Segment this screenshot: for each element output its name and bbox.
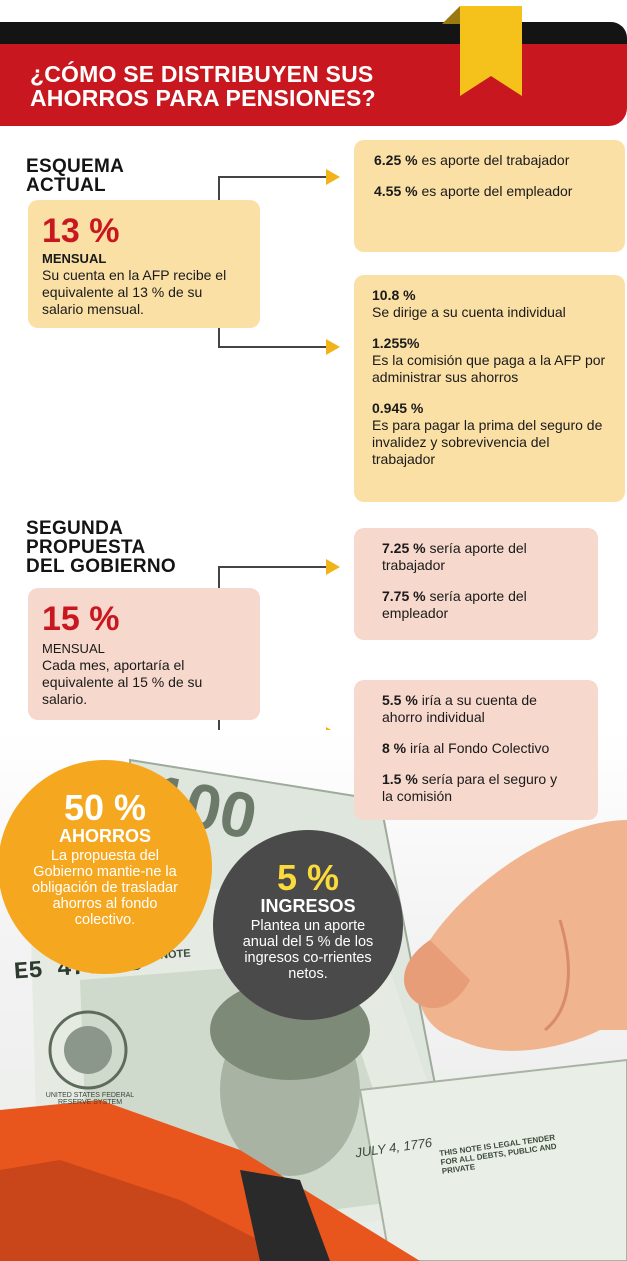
split-value: 1.5 % <box>382 771 418 787</box>
segunda-propuesta-description: Cada mes, aportaría el equivalente al 15… <box>42 657 203 707</box>
split-text: sería aporte del trabajador <box>382 540 527 573</box>
wallet-fold <box>0 1160 300 1261</box>
arrow-right-icon <box>326 169 340 185</box>
split-value: 7.25 % <box>382 540 426 556</box>
segunda-propuesta-bottom-split-box: 5.5 % iría a su cuenta de ahorro individ… <box>354 680 598 820</box>
esquema-actual-percent: 13 % <box>42 212 120 250</box>
split-text: sería para el seguro y la comisión <box>382 771 558 804</box>
split-value: 4.55 % <box>374 183 418 199</box>
ingresos-label: INGRESOS <box>260 896 356 916</box>
header-top-bar <box>0 22 627 48</box>
connector-line <box>218 346 328 348</box>
esquema-actual-label: MENSUAL <box>42 251 107 266</box>
split-text: Es la comisión que paga a la AFP por adm… <box>372 352 606 385</box>
arrow-right-icon <box>326 559 340 575</box>
title-line-2: AHORROS PARA PENSIONES? <box>30 85 376 111</box>
heading-line: ESQUEMA <box>26 156 125 177</box>
heading-line: ACTUAL <box>26 175 106 196</box>
split-item: 7.75 % sería aporte del empleador <box>382 588 570 622</box>
split-value: 10.8 % <box>372 287 416 303</box>
split-value: 6.25 % <box>374 152 418 168</box>
split-text: es aporte del trabajador <box>417 152 570 168</box>
segunda-propuesta-top-split-box: 7.25 % sería aporte del trabajador 7.75 … <box>354 528 598 640</box>
split-item: 0.945 % Es para pagar la prima del seguro… <box>372 400 607 468</box>
section-heading-segunda-propuesta: SEGUNDA PROPUESTA DEL GOBIERNO <box>26 519 176 576</box>
ahorros-percent: 50 % <box>63 787 147 828</box>
split-item: 1.5 % sería para el seguro y la comisión <box>382 771 570 805</box>
split-text: sería aporte del empleador <box>382 588 527 621</box>
connector-line <box>218 176 220 200</box>
page-title: ¿CÓMO SE DISTRIBUYEN SUS AHORROS PARA PE… <box>30 62 450 110</box>
ingresos-percent: 5 % <box>276 857 340 898</box>
split-value: 1.255% <box>372 335 420 351</box>
esquema-actual-summary-box: 13 % MENSUAL Su cuenta en la AFP recibe … <box>28 200 260 328</box>
split-value: 0.945 % <box>372 400 424 416</box>
split-item: 6.25 % es aporte del trabajador <box>374 152 605 169</box>
segunda-propuesta-summary-box: 15 % MENSUAL Cada mes, aportaría el equi… <box>28 588 260 720</box>
split-item: 7.25 % sería aporte del trabajador <box>382 540 570 574</box>
header-title-bar <box>0 44 627 126</box>
thumb <box>403 940 470 1009</box>
split-item: 8 % iría al Fondo Colectivo <box>382 740 570 757</box>
finger-line <box>544 919 570 1032</box>
split-value: 7.75 % <box>382 588 426 604</box>
split-item: 4.55 % es aporte del empleador <box>374 183 605 200</box>
connector-line <box>218 720 220 736</box>
split-item: 5.5 % iría a su cuenta de ahorro individ… <box>382 692 570 726</box>
title-line-1: ¿CÓMO SE DISTRIBUYEN SUS <box>30 61 374 87</box>
esquema-actual-top-split-box: 6.25 % es aporte del trabajador 4.55 % e… <box>354 140 625 252</box>
arrow-right-icon <box>326 339 340 355</box>
split-value: 8 % <box>382 740 407 756</box>
esquema-actual-bottom-split-box: 10.8 % Se dirige a su cuenta individual 1… <box>354 275 625 502</box>
federal-reserve-seal-icon <box>48 1010 128 1090</box>
split-text: Se dirige a su cuenta individual <box>372 304 566 320</box>
split-item: 10.8 % Se dirige a su cuenta individual <box>372 287 607 321</box>
connector-line <box>218 566 328 568</box>
heading-line: DEL GOBIERNO <box>26 556 176 577</box>
split-item: 1.255% Es la comisión que paga a la AFP p… <box>372 335 607 386</box>
section-heading-esquema-actual: ESQUEMA ACTUAL <box>26 157 124 195</box>
ahorros-text: La propuesta del Gobierno mantie-ne la o… <box>32 848 178 928</box>
segunda-propuesta-label: MENSUAL <box>42 641 105 656</box>
split-text: Es para pagar la prima del seguro de inv… <box>372 417 603 467</box>
ribbon-fold-icon <box>442 6 460 24</box>
connector-line <box>218 176 328 178</box>
segunda-propuesta-percent: 15 % <box>42 600 120 638</box>
split-text: es aporte del empleador <box>417 183 573 199</box>
banknote-front <box>358 1058 627 1261</box>
ahorros-label: AHORROS <box>58 826 151 846</box>
connector-line <box>218 566 220 588</box>
heading-line: SEGUNDA <box>26 518 124 539</box>
wallet-pocket <box>240 1170 330 1261</box>
heading-line: PROPUESTA <box>26 537 146 558</box>
hand <box>417 820 627 1051</box>
seal-text: UNITED STATES FEDERAL RESERVE SYSTEM <box>45 1092 135 1106</box>
esquema-actual-description: Su cuenta en la AFP recibe el equivalent… <box>42 267 227 317</box>
split-text: iría a su cuenta de ahorro individual <box>382 692 537 725</box>
ingresos-circle: 5 % INGRESOS Plantea un aporte anual del… <box>213 830 403 1020</box>
bookmark-ribbon-icon <box>460 6 522 96</box>
split-text: iría al Fondo Colectivo <box>406 740 550 756</box>
ingresos-text: Plantea un aporte anual del 5 % de los i… <box>242 918 374 982</box>
split-value: 5.5 % <box>382 692 418 708</box>
ahorros-circle: 50 % AHORROS La propuesta del Gobierno m… <box>0 760 212 974</box>
seal-center <box>64 1026 112 1074</box>
connector-line <box>218 328 220 348</box>
